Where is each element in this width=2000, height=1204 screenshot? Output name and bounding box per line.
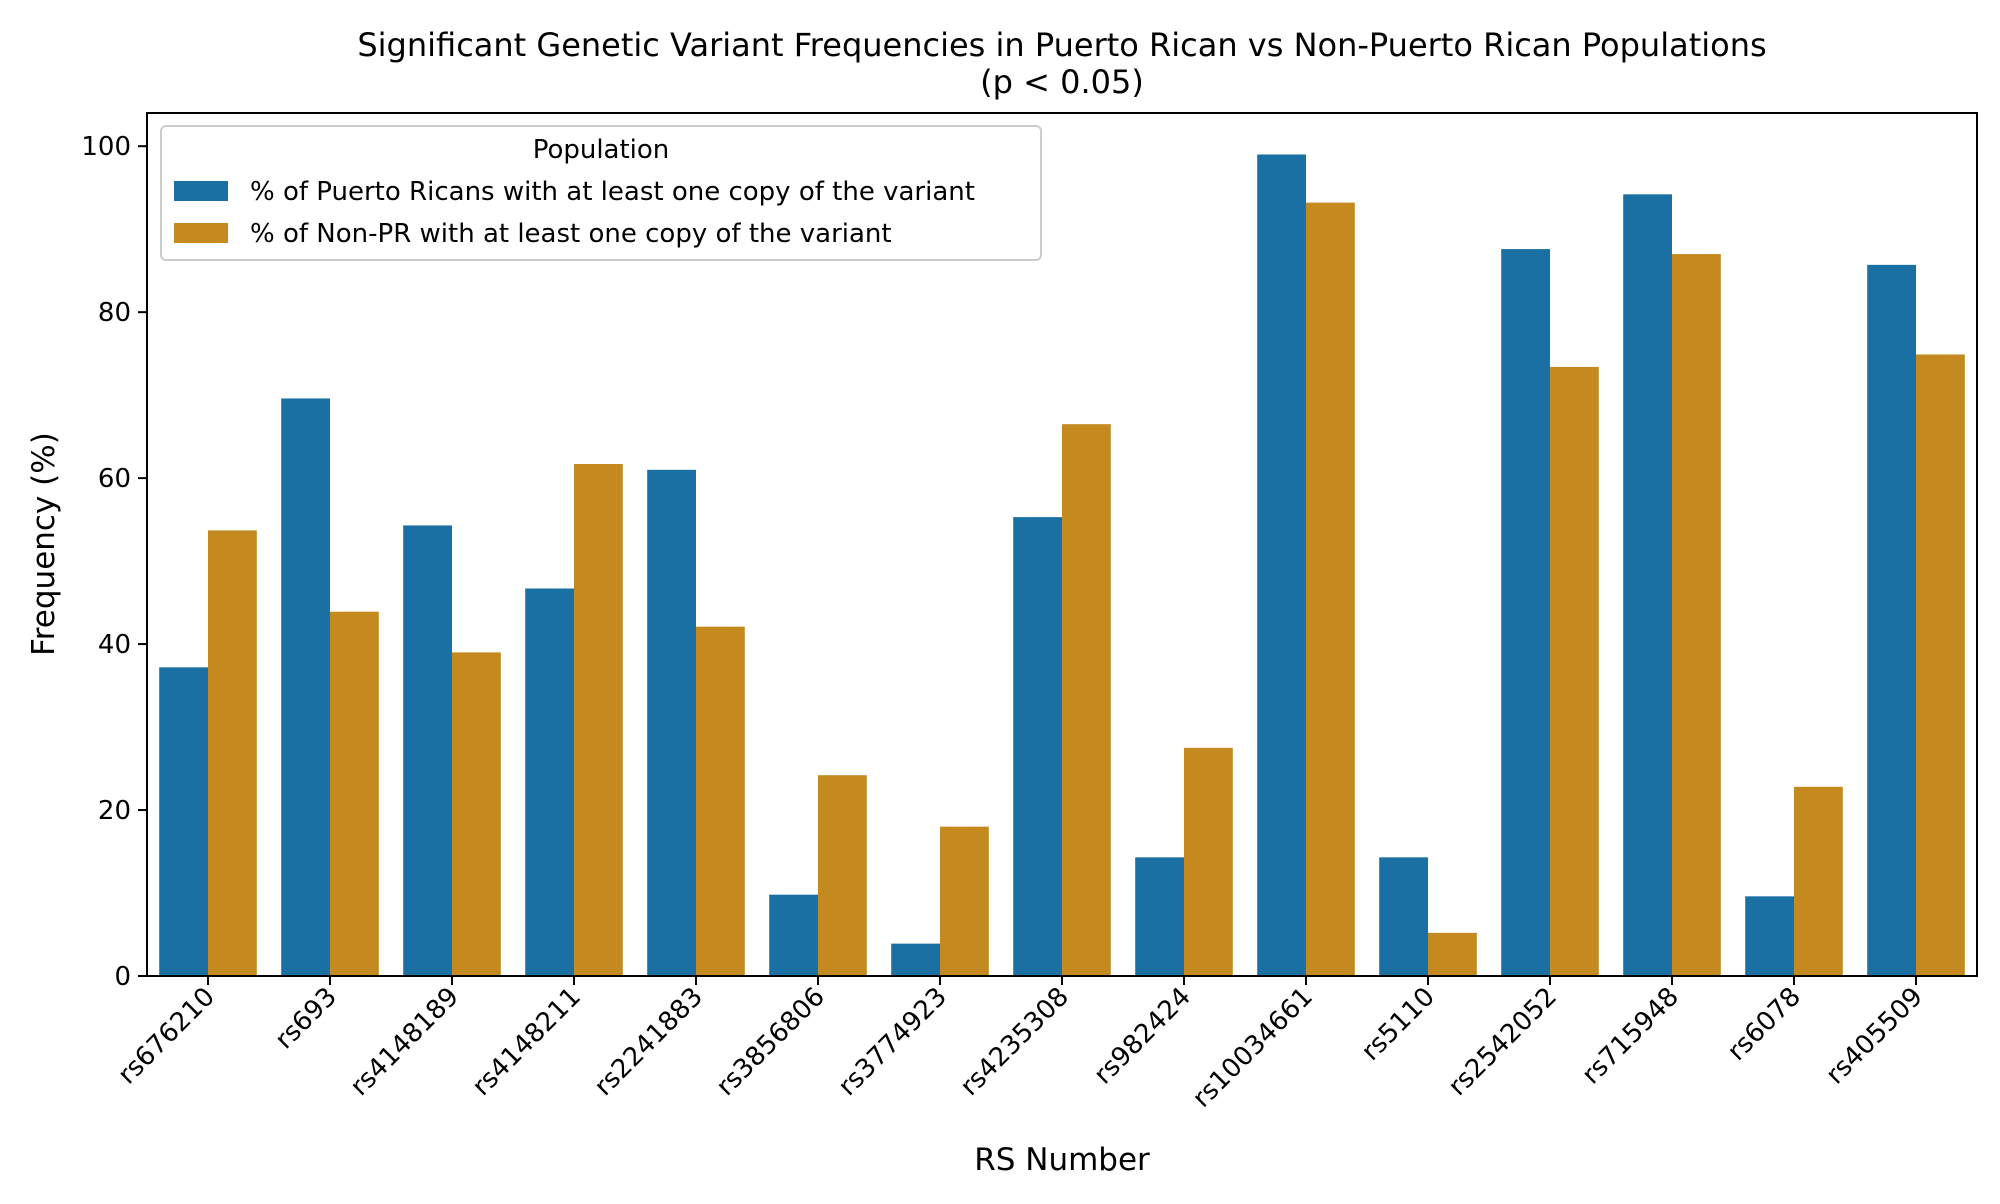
bar-rs693-series-1	[330, 611, 379, 976]
bar-rs4148211-series-1	[574, 464, 623, 976]
y-tick-label: 100	[81, 132, 131, 162]
x-tick-label-rs982424: rs982424	[1088, 982, 1197, 1091]
legend-swatch-non-pr	[174, 223, 228, 243]
bar-rs405509-series-1	[1916, 354, 1965, 977]
bar-rs10034661-series-1	[1306, 202, 1355, 976]
y-tick-label: 40	[98, 630, 131, 660]
x-axis: rs676210 rs693 rs4148189 rs4148211 rs2241883…	[112, 976, 1929, 1114]
x-tick-label-rs2542052: rs2542052	[1443, 982, 1563, 1102]
bar-rs2542052-series-0	[1501, 249, 1550, 977]
bar-rs2241883-series-1	[696, 626, 745, 976]
bars-group	[159, 154, 1965, 977]
bar-rs6078-series-0	[1745, 896, 1794, 976]
legend-label-non-pr: % of Non-PR with at least one copy of th…	[250, 219, 892, 249]
chart-title: Significant Genetic Variant Frequencies …	[357, 26, 1766, 64]
bar-rs693-series-0	[281, 398, 330, 976]
bar-rs982424-series-0	[1135, 857, 1184, 976]
legend-label-puerto-rican: % of Puerto Ricans with at least one cop…	[250, 177, 975, 207]
bar-rs982424-series-1	[1184, 747, 1233, 976]
bar-rs6078-series-1	[1794, 786, 1843, 976]
bar-rs3774923-series-0	[891, 943, 940, 976]
x-tick-label-rs2241883: rs2241883	[589, 982, 709, 1102]
bar-rs4148189-series-0	[403, 525, 452, 976]
x-tick-label-rs4235308: rs4235308	[955, 982, 1075, 1102]
x-tick-label-rs405509: rs405509	[1820, 982, 1929, 1091]
bar-rs3774923-series-1	[940, 826, 989, 976]
x-tick-label-rs4148211: rs4148211	[467, 982, 587, 1102]
bar-rs4235308-series-1	[1062, 424, 1111, 977]
bar-rs4148189-series-1	[452, 652, 501, 976]
bar-rs2542052-series-1	[1550, 366, 1599, 976]
bar-rs676210-series-0	[159, 667, 208, 976]
bar-rs5110-series-0	[1379, 857, 1428, 976]
legend: Population % of Puerto Ricans with at le…	[160, 125, 1042, 261]
bar-rs405509-series-0	[1867, 264, 1916, 976]
chart-subtitle: (p < 0.05)	[980, 63, 1144, 101]
bar-rs715948-series-0	[1623, 194, 1672, 976]
x-tick-label-rs4148189: rs4148189	[345, 982, 465, 1102]
legend-box	[160, 125, 1042, 261]
x-tick-label-rs10034661: rs10034661	[1187, 982, 1319, 1114]
x-tick-label-rs693: rs693	[269, 982, 342, 1055]
y-axis-label: Frequency (%)	[26, 432, 62, 656]
x-tick-label-rs3856806: rs3856806	[711, 982, 831, 1102]
bar-rs715948-series-1	[1672, 254, 1721, 976]
x-tick-label-rs715948: rs715948	[1576, 982, 1685, 1091]
legend-swatch-puerto-rican	[174, 181, 228, 201]
bar-rs2241883-series-0	[647, 469, 696, 976]
bar-rs676210-series-1	[208, 530, 257, 976]
bar-rs3856806-series-0	[769, 894, 818, 976]
bar-rs10034661-series-0	[1257, 154, 1306, 977]
x-tick-label-rs5110: rs5110	[1356, 982, 1441, 1067]
bar-rs4235308-series-0	[1013, 517, 1062, 976]
x-axis-label: RS Number	[974, 1142, 1150, 1178]
bar-rs5110-series-1	[1428, 932, 1477, 976]
x-tick-label-rs6078: rs6078	[1722, 982, 1807, 1067]
y-tick-label: 0	[114, 962, 131, 992]
y-tick-label: 20	[98, 796, 131, 826]
bar-rs4148211-series-0	[525, 588, 574, 976]
x-tick-label-rs676210: rs676210	[112, 982, 221, 1091]
legend-title: Population	[533, 135, 670, 165]
y-axis: 0 20 40 60 80 100	[81, 132, 147, 992]
y-tick-label: 60	[98, 464, 131, 494]
y-tick-label: 80	[98, 298, 131, 328]
bar-rs3856806-series-1	[818, 775, 867, 976]
x-tick-label-rs3774923: rs3774923	[833, 982, 953, 1102]
